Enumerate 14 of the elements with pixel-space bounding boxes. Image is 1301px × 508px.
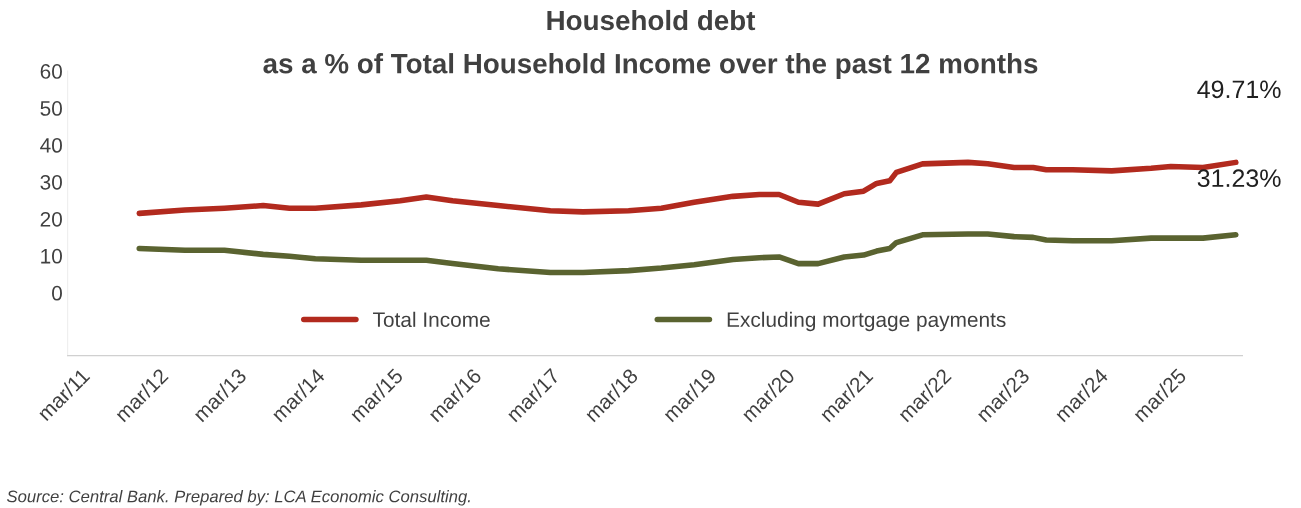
y-tick-label: 50 [40, 101, 62, 116]
y-tick-label: 20 [40, 211, 62, 227]
y-tick-label: 0 [52, 285, 62, 301]
y-tick-label: 40 [40, 138, 62, 153]
y-tick-label: 60 [40, 64, 62, 79]
y-tick-label: 30 [40, 174, 62, 190]
chart-title: Household debt [547, 9, 756, 31]
source-note: Source: Central Bank. Prepared by: LCA Economic Consulting. [6, 490, 470, 506]
legend-label: Excluding mortgage payments [727, 311, 1006, 332]
y-tick-label: 10 [41, 248, 62, 264]
annotation: 49.71% [1197, 80, 1281, 99]
legend-label: Total Income [373, 311, 490, 328]
annotation: 31.23% [1197, 169, 1281, 188]
chart-subtitle: as a % of Total Household Income over the past 12 months [263, 53, 1038, 79]
